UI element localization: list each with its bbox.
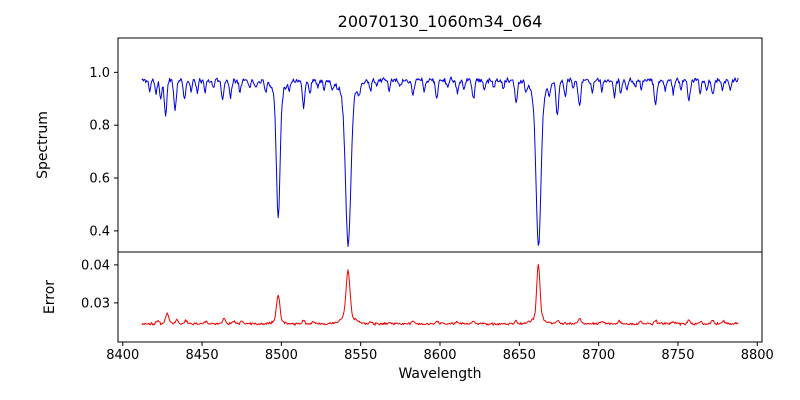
x-tick-label: 8500 xyxy=(265,348,298,363)
x-tick-label: 8450 xyxy=(186,348,219,363)
spectrum-y-tick-label: 0.4 xyxy=(89,224,110,239)
error-y-tick-label: 0.03 xyxy=(81,296,110,311)
chart-title: 20070130_1060m34_064 xyxy=(338,12,543,32)
x-tick-label: 8700 xyxy=(582,348,615,363)
spectrum-y-tick-label: 1.0 xyxy=(89,66,110,81)
x-axis-label: Wavelength xyxy=(398,366,481,382)
spectrum-panel-frame xyxy=(117,37,763,253)
x-tick-label: 8650 xyxy=(503,348,536,363)
plot-dynamic-content: 0.4 0.6 0.8 1.0 0.03 0.04 8400 8450 8500 8550 8600… xyxy=(81,66,774,363)
error-y-tick-label: 0.04 xyxy=(81,258,110,273)
spectrum-y-axis-label: Spectrum xyxy=(35,111,51,179)
x-tick-label: 8800 xyxy=(741,348,774,363)
x-tick-label: 8550 xyxy=(344,348,377,363)
x-tick-label: 8750 xyxy=(661,348,694,363)
error-line xyxy=(141,263,739,326)
error-y-axis-label: Error xyxy=(42,280,58,314)
spectrum-y-tick-label: 0.8 xyxy=(89,119,110,134)
spectrum-y-tick-label: 0.6 xyxy=(89,172,110,187)
x-tick-label: 8400 xyxy=(106,348,139,363)
error-panel-frame xyxy=(117,251,763,343)
spectrum-line xyxy=(141,76,739,247)
x-tick-label: 8600 xyxy=(423,348,456,363)
